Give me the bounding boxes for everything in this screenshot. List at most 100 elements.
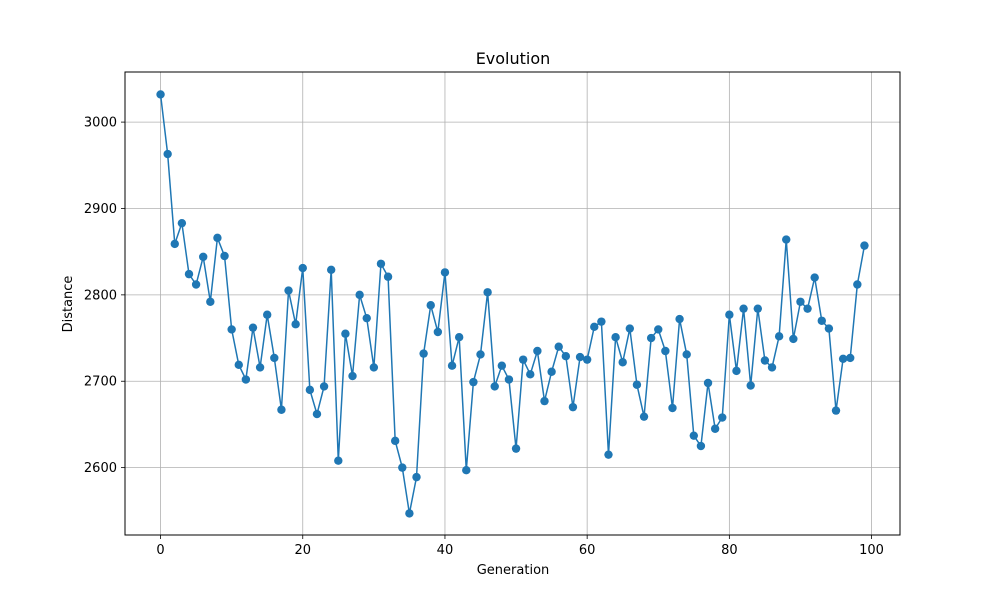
data-point <box>213 233 222 243</box>
data-point <box>248 323 258 332</box>
data-point <box>796 297 805 306</box>
grid <box>125 72 900 535</box>
data-point <box>611 332 620 342</box>
data-point <box>568 402 578 412</box>
data-point <box>184 269 194 279</box>
data-point <box>725 310 734 319</box>
data-point <box>426 301 435 310</box>
data-point <box>497 361 507 370</box>
data-point <box>860 241 869 250</box>
data-point <box>177 218 187 228</box>
data-point <box>291 320 300 329</box>
data-point <box>263 310 272 319</box>
data-point <box>504 375 514 384</box>
data-point <box>199 252 208 262</box>
plot-frame <box>124 71 901 536</box>
data-point <box>447 361 457 370</box>
data-point <box>803 304 812 313</box>
data-point <box>348 371 357 381</box>
x-tick-label: 0 <box>156 543 164 558</box>
data-point <box>220 251 229 261</box>
data-point <box>419 349 428 358</box>
data-point <box>547 367 556 376</box>
y-tick-label: 2800 <box>84 288 117 303</box>
x-tick-label: 80 <box>721 543 738 558</box>
y-tick-label: 2900 <box>84 202 117 217</box>
data-point <box>334 456 343 465</box>
x-axis-label: Generation <box>477 563 550 578</box>
data-point <box>732 366 741 376</box>
data-point <box>668 403 677 413</box>
x-tick-label: 40 <box>437 543 454 558</box>
data-point <box>170 239 179 249</box>
data-point <box>718 413 727 422</box>
data-point <box>689 431 699 440</box>
data-point <box>490 382 499 391</box>
data-point <box>746 381 755 390</box>
data-point <box>326 265 336 275</box>
data-point <box>646 333 656 343</box>
data-point <box>305 385 315 395</box>
data-point <box>618 358 627 367</box>
series-layer <box>156 90 869 518</box>
data-point <box>518 355 528 364</box>
data-point <box>853 280 862 289</box>
y-tick-label: 2700 <box>84 375 117 390</box>
data-point <box>846 353 855 363</box>
y-tick-label: 2600 <box>84 461 117 476</box>
data-point <box>739 304 748 313</box>
data-point <box>376 259 386 268</box>
data-point <box>298 263 307 273</box>
data-point <box>355 290 364 300</box>
x-tick-label: 60 <box>579 543 596 558</box>
data-point <box>412 472 421 482</box>
x-tick-label: 100 <box>859 543 884 558</box>
data-point <box>639 412 649 421</box>
data-point <box>590 322 599 332</box>
data-point <box>789 334 798 344</box>
data-point <box>255 363 265 372</box>
data-point <box>682 350 691 359</box>
data-point <box>582 355 592 364</box>
data-point <box>341 329 350 338</box>
data-point <box>319 382 329 391</box>
data-point <box>383 272 393 281</box>
data-point <box>227 325 236 334</box>
data-point <box>533 346 542 356</box>
data-point <box>454 332 464 342</box>
data-point <box>526 370 535 379</box>
data-point <box>703 378 713 388</box>
data-point <box>675 314 684 324</box>
data-point <box>284 286 293 295</box>
series-line <box>159 94 866 515</box>
data-point <box>540 396 549 406</box>
data-point <box>654 325 663 334</box>
x-tick-label: 20 <box>294 543 311 558</box>
data-point <box>462 466 471 475</box>
data-point <box>831 406 841 415</box>
data-point <box>433 327 443 337</box>
y-tick-label: 3000 <box>84 116 117 131</box>
data-point <box>312 409 322 419</box>
data-point <box>760 356 770 365</box>
data-point <box>575 352 585 362</box>
data-point <box>206 297 215 306</box>
data-point <box>753 304 762 313</box>
data-point <box>156 90 165 99</box>
data-point <box>774 332 784 341</box>
chart-title: Evolution <box>476 49 551 68</box>
data-point <box>191 280 201 289</box>
data-point <box>369 363 379 372</box>
data-point <box>554 342 563 351</box>
ticks: 0 20 40 60 80 100 2600 2700 2800 2900 3000 <box>84 116 884 558</box>
data-point <box>270 353 279 363</box>
data-point <box>661 346 670 356</box>
data-point <box>625 324 635 333</box>
data-point <box>469 377 478 387</box>
data-point <box>838 354 848 363</box>
data-point <box>405 509 414 518</box>
data-point <box>483 288 492 297</box>
data-point <box>604 450 613 459</box>
